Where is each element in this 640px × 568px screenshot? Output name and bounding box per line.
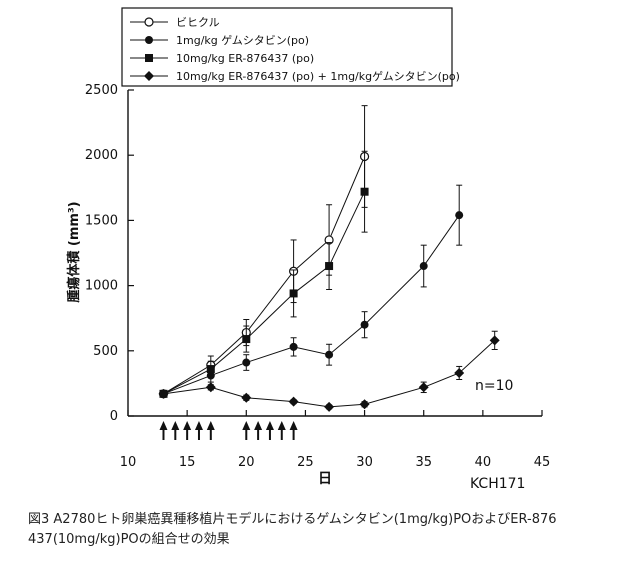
- plot-axes: 0 500 1000 1500 2000 2500 10 15 20 25 30 35 40 45: [85, 83, 550, 470]
- dosing-arrow: [289, 421, 298, 440]
- y-tick-label: 2500: [85, 83, 118, 98]
- marker-filled-circle: [289, 342, 298, 351]
- y-tick-label: 0: [110, 409, 118, 424]
- legend: ビヒクル 1mg/kg ゲムシタビン(po) 10mg/kg ER-876437 (…: [121, 7, 460, 87]
- arrow-head: [289, 421, 298, 430]
- dosing-arrow: [254, 421, 263, 440]
- marker-filled-diamond: [324, 401, 335, 412]
- marker-filled-circle: [145, 36, 153, 44]
- x-tick-label: 35: [415, 455, 432, 470]
- marker-filled-circle: [325, 350, 334, 359]
- series-1: [158, 105, 370, 399]
- marker-filled-circle: [455, 211, 464, 220]
- dosing-arrow: [183, 421, 192, 440]
- marker-filled-diamond: [158, 388, 169, 399]
- marker-filled-circle: [419, 262, 428, 271]
- caption-line-1: 図3 A2780ヒト卵巣癌異種移植片モデルにおけるゲムシタビン(1mg/kg)P…: [28, 512, 557, 527]
- legend-label: 10mg/kg ER-876437 (po): [176, 52, 314, 65]
- arrow-head: [206, 421, 215, 430]
- legend-label: 1mg/kg ゲムシタビン(po): [176, 34, 309, 47]
- y-tick-label: 1000: [85, 279, 118, 294]
- marker-filled-circle: [242, 358, 251, 367]
- marker-filled-diamond: [288, 396, 299, 407]
- marker-filled-square: [289, 289, 298, 298]
- caption-line-2: 437(10mg/kg)POの組合せの効果: [28, 532, 230, 547]
- series-line: [163, 214, 460, 395]
- marker-filled-diamond: [241, 392, 252, 403]
- dosing-arrow: [277, 421, 286, 440]
- legend-item-3: 10mg/kg ER-876437 (po): [130, 52, 314, 65]
- series-3: [159, 150, 369, 398]
- x-tick-label: 40: [475, 455, 492, 470]
- series-2: [159, 184, 464, 398]
- series-line: [163, 156, 366, 395]
- y-tick-label: 2000: [85, 148, 118, 163]
- dosing-arrows: [159, 421, 298, 440]
- arrow-head: [242, 421, 251, 430]
- x-tick-label: 30: [356, 455, 373, 470]
- dosing-arrow: [265, 421, 274, 440]
- legend-label: ビヒクル: [176, 16, 220, 29]
- marker-filled-square: [360, 187, 369, 196]
- dosing-arrow: [159, 421, 168, 440]
- figure-caption: 図3 A2780ヒト卵巣癌異種移植片モデルにおけるゲムシタビン(1mg/kg)P…: [28, 510, 628, 550]
- arrow-head: [194, 421, 203, 430]
- x-tick-label: 25: [297, 455, 314, 470]
- marker-filled-diamond: [418, 382, 429, 393]
- marker-filled-diamond: [205, 382, 216, 393]
- marker-filled-square: [206, 365, 215, 374]
- x-tick-label: 20: [238, 455, 255, 470]
- arrow-head: [254, 421, 263, 430]
- x-tick-label: 45: [534, 455, 551, 470]
- arrow-head: [277, 421, 286, 430]
- arrow-head: [265, 421, 274, 430]
- dosing-arrow: [206, 421, 215, 440]
- dosing-arrow: [194, 421, 203, 440]
- series-layer: [158, 105, 500, 412]
- x-tick-label: 15: [179, 455, 196, 470]
- legend-item-1: ビヒクル: [130, 16, 220, 29]
- marker-filled-square: [242, 335, 251, 344]
- sample-size-label: n=10: [475, 378, 513, 394]
- arrow-head: [183, 421, 192, 430]
- dosing-arrow: [242, 421, 251, 440]
- legend-item-4: 10mg/kg ER-876437 (po) + 1mg/kgゲムシタビン(po…: [130, 70, 460, 83]
- model-label: KCH171: [470, 476, 525, 492]
- x-tick-label: 10: [120, 455, 137, 470]
- marker-open-circle: [144, 17, 154, 27]
- x-axis-title: 日: [318, 471, 332, 487]
- marker-filled-diamond: [359, 399, 370, 410]
- legend-item-2: 1mg/kg ゲムシタビン(po): [130, 34, 309, 47]
- legend-box: [121, 7, 453, 87]
- dosing-arrow: [171, 421, 180, 440]
- legend-label: 10mg/kg ER-876437 (po) + 1mg/kgゲムシタビン(po…: [176, 70, 460, 83]
- marker-filled-diamond: [489, 335, 500, 346]
- series-line: [163, 191, 366, 395]
- series-4: [158, 330, 500, 412]
- marker-filled-diamond: [144, 71, 154, 81]
- y-axis-title: 腫瘍体積 (mm³): [66, 201, 82, 302]
- arrow-head: [171, 421, 180, 430]
- y-tick-label: 1500: [85, 213, 118, 228]
- y-tick-label: 500: [93, 344, 118, 359]
- marker-filled-circle: [360, 320, 369, 329]
- marker-filled-diamond: [454, 367, 465, 378]
- marker-filled-square: [325, 262, 334, 271]
- arrow-head: [159, 421, 168, 430]
- marker-filled-square: [145, 54, 153, 62]
